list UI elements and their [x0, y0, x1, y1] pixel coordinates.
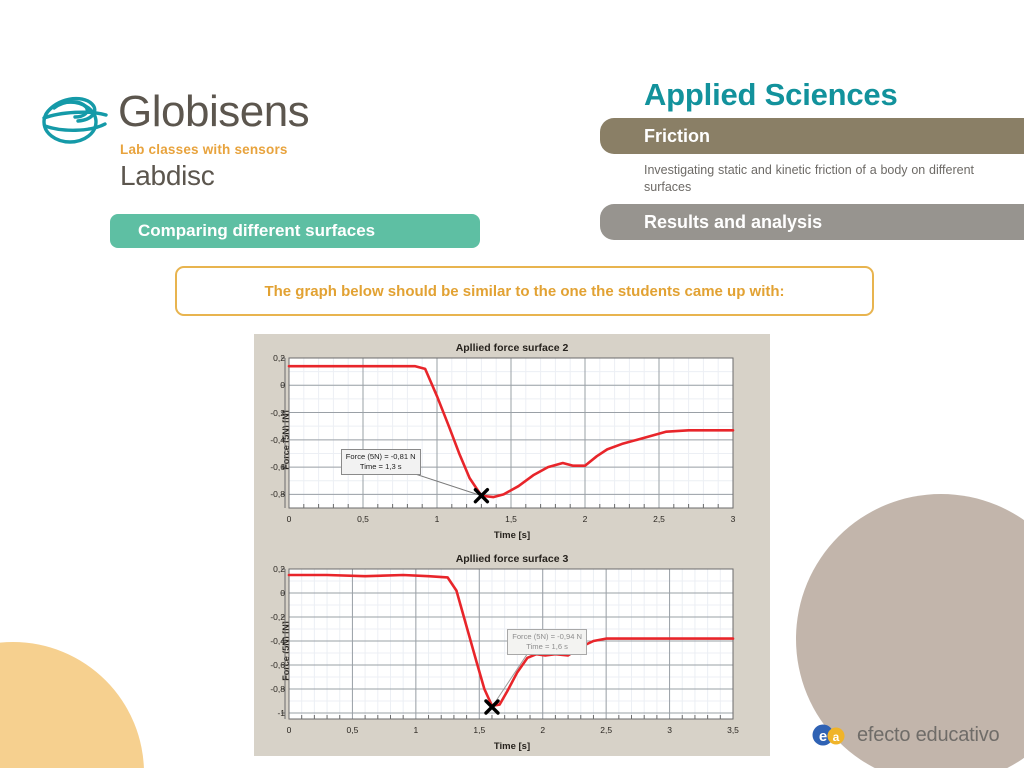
chart-title: Apllied force surface 3: [455, 553, 569, 565]
chart-annotation-line: Time = 1,6 s: [526, 642, 568, 651]
chart-annotation-line: Time = 1,3 s: [359, 462, 402, 472]
y-tick-label: 0: [280, 588, 285, 598]
globisens-swirl-icon: [42, 96, 108, 144]
chart-annotation: Force (5N) = -0,81 N Time = 1,3 s: [340, 449, 421, 476]
y-tick-label: 0: [280, 380, 285, 391]
chart-surface-3: Apllied force surface 3 Force (5N) [N] 0…: [254, 545, 770, 756]
x-tick-label: 0: [286, 725, 292, 735]
efecto-educativo-logo: e a efecto educativo: [812, 723, 1000, 747]
chart-title: Apllied force surface 2: [455, 342, 569, 354]
plot-area: 0 0,5 1 1,5 2 2,5 3 3,5 0,2 0 -0,2 -0,4 -0,6 -0,8 -1 Fo…: [270, 564, 739, 735]
x-tick-label: 2: [582, 514, 588, 524]
callout-text: The graph below should be similar to the…: [264, 282, 785, 300]
y-tick-label: -0,8: [270, 684, 285, 694]
x-tick-label: 3: [667, 725, 672, 735]
y-tick-label: -0,6: [270, 462, 285, 473]
globisens-wordmark: Globisens: [118, 87, 310, 136]
chart-annotation-line: Force (5N) = -0,94 N: [512, 632, 583, 641]
svg-text:a: a: [833, 730, 840, 744]
x-tick-label: 1: [434, 514, 440, 524]
topic-bar: Friction: [600, 118, 1024, 154]
activity-banner: Comparing different surfaces: [110, 214, 480, 248]
x-tick-label: 3,5: [727, 725, 739, 735]
x-tick-label: 2: [540, 725, 546, 735]
globisens-tagline: Lab classes with sensors: [120, 142, 288, 157]
header: Applied Sciences Friction Investigating …: [600, 78, 1024, 240]
x-tick-label: 0,5: [346, 725, 359, 735]
x-tick-label: 1,5: [505, 514, 517, 524]
activity-banner-label: Comparing different surfaces: [138, 221, 376, 240]
x-tick-label: 0: [286, 514, 292, 524]
section-label: Results and analysis: [644, 211, 823, 232]
chart-annotation: Force (5N) = -0,94 N Time = 1,6 s: [507, 629, 588, 655]
y-tick-label: -0,8: [270, 489, 285, 500]
x-tick-label: 2,5: [653, 514, 665, 524]
y-tick-label: -0,2: [270, 407, 285, 418]
chart-annotation-line: Force (5N) = -0,81 N: [345, 452, 416, 462]
x-tick-label: 0,5: [357, 514, 369, 524]
topic-label: Friction: [644, 125, 710, 146]
y-tick-label: -0,6: [270, 660, 285, 670]
chart-xlabel: Time [s]: [493, 530, 531, 541]
y-tick-label: -1: [277, 708, 285, 718]
y-tick-label: -0,4: [270, 636, 285, 646]
topic-description: Investigating static and kinetic frictio…: [644, 163, 974, 194]
y-tick-label: -0,4: [270, 434, 285, 445]
decorative-circle-right: [796, 494, 1024, 768]
chart-xlabel: Time [s]: [493, 741, 531, 752]
x-tick-label: 1,5: [473, 725, 486, 735]
y-tick-label: -0,2: [270, 612, 285, 622]
data-point-marker: [484, 699, 500, 715]
plot-svg: [281, 357, 735, 509]
page-title: Applied Sciences: [644, 77, 898, 112]
x-tick-label: 3: [730, 514, 736, 524]
charts-panel: Apllied force surface 2 Force (5N) [N] 0…: [254, 334, 770, 756]
x-tick-label: 2,5: [600, 725, 613, 735]
y-tick-label: 0,2: [273, 564, 285, 574]
decorative-circle-left: [0, 642, 144, 768]
data-point-marker: [473, 488, 490, 504]
y-tick-label: 0,2: [273, 353, 285, 363]
svg-text:e: e: [819, 728, 827, 745]
series-line: [287, 364, 735, 499]
series-line: [287, 573, 735, 708]
globisens-logo: Globisens Lab classes with sensors Labdi…: [34, 84, 314, 194]
plot-area: 0 0,5 1 1,5 2 2,5 3 0,2 0 -0,2 -0,4 -0,6 -0,8 Force (…: [270, 353, 735, 524]
chart-surface-2: Apllied force surface 2 Force (5N) [N] 0…: [254, 334, 770, 545]
x-tick-label: 1: [413, 725, 419, 735]
section-bar: Results and analysis: [600, 204, 1024, 240]
efecto-educativo-text: efecto educativo: [857, 723, 1000, 746]
callout-box: The graph below should be similar to the…: [175, 266, 874, 316]
efecto-educativo-icon: e a: [812, 724, 845, 746]
labdisc-wordmark: Labdisc: [120, 160, 215, 191]
